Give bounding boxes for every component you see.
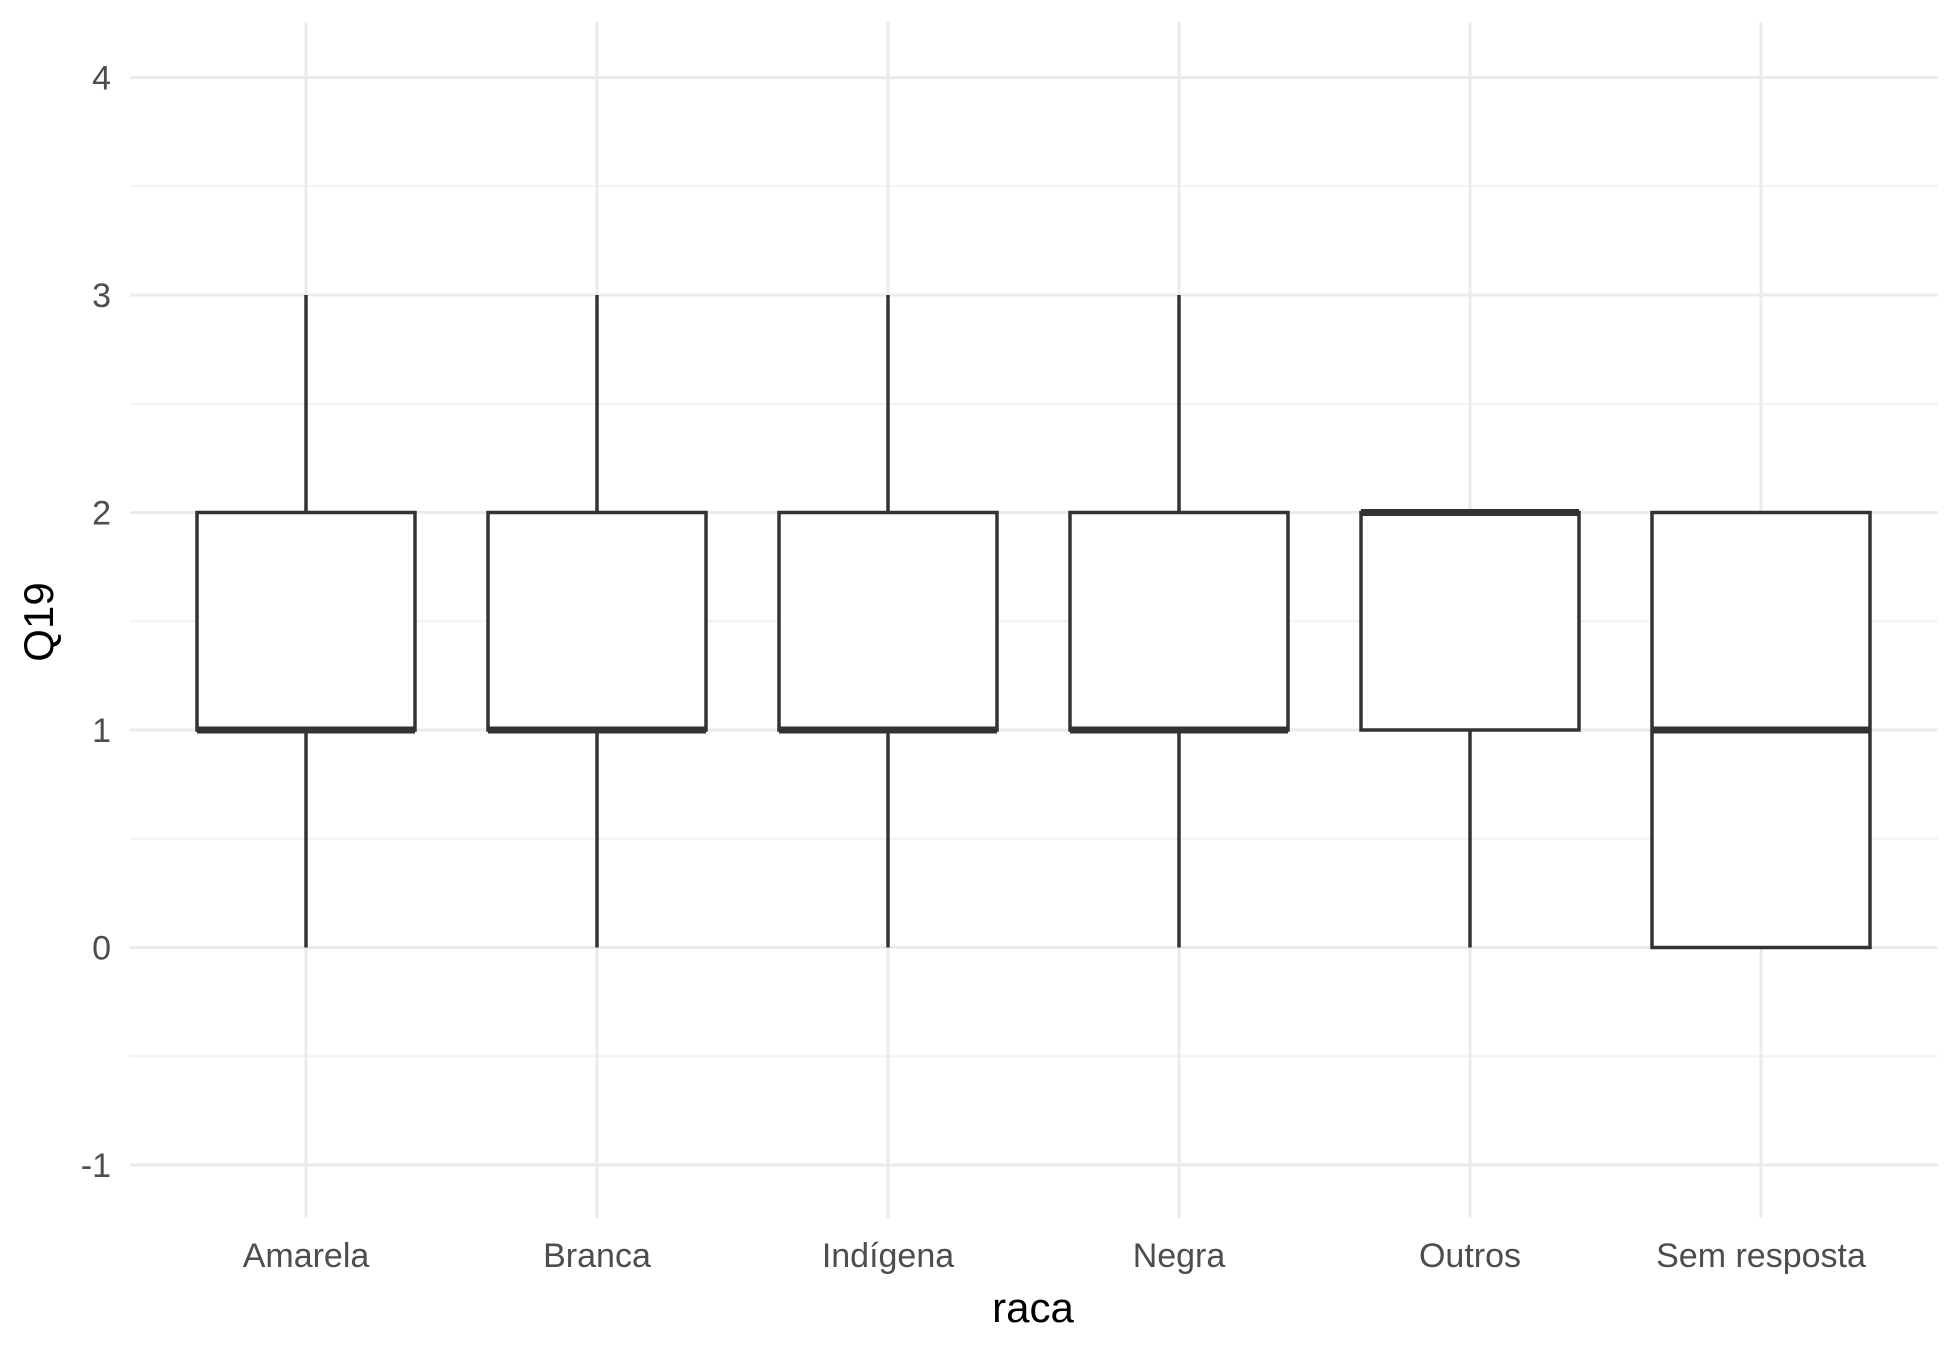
minor-gridlines xyxy=(130,185,1938,1058)
box-group xyxy=(486,295,708,948)
box-body xyxy=(777,510,999,732)
x-tick-label: Sem resposta xyxy=(1656,1237,1866,1275)
y-tick-label: 4 xyxy=(92,60,111,98)
x-axis-title: raca xyxy=(992,1284,1074,1331)
y-tick-label: 1 xyxy=(92,712,111,750)
x-tick-label: Negra xyxy=(1133,1237,1226,1275)
x-axis-tick-labels: Amarela Branca Indígena Negra Outros Sem resp… xyxy=(243,1237,1866,1275)
y-tick-label: 3 xyxy=(92,277,111,315)
y-tick-label: -1 xyxy=(81,1147,111,1185)
x-tick-label: Branca xyxy=(543,1237,651,1275)
box-group xyxy=(1650,510,1872,950)
box-body xyxy=(486,510,708,732)
y-tick-label: 2 xyxy=(92,495,111,533)
box-body xyxy=(1068,510,1290,732)
box-group xyxy=(195,295,417,948)
y-axis-title: Q19 xyxy=(15,582,62,661)
box-body xyxy=(195,510,417,732)
box-body xyxy=(1359,510,1581,732)
y-tick-label: 0 xyxy=(92,930,111,968)
x-tick-label: Outros xyxy=(1419,1237,1521,1275)
box-group xyxy=(777,295,999,948)
box-series xyxy=(195,295,1872,950)
x-tick-label: Amarela xyxy=(243,1237,370,1275)
box-group xyxy=(1359,509,1581,948)
box-group xyxy=(1068,295,1290,948)
x-tick-label: Indígena xyxy=(822,1237,954,1275)
y-axis-tick-labels: -1 0 1 2 3 4 xyxy=(81,60,111,1186)
